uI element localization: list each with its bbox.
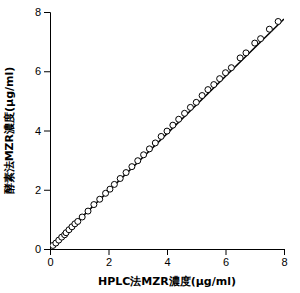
x-axis-tick: 8 xyxy=(281,249,287,268)
point xyxy=(193,99,199,105)
point xyxy=(111,181,117,187)
y-axis-domain xyxy=(44,13,51,250)
x-axis-tick: 6 xyxy=(223,249,229,268)
x-axis-tick-label: 0 xyxy=(47,256,53,268)
point xyxy=(176,116,182,122)
point xyxy=(91,202,97,208)
point xyxy=(205,87,211,93)
x-axis-tick-label: 2 xyxy=(106,256,112,268)
x-axis-tick: 4 xyxy=(164,249,170,268)
point xyxy=(85,208,91,214)
point xyxy=(117,175,123,181)
point xyxy=(266,26,272,32)
point xyxy=(223,70,229,76)
x-axis-tick-mark xyxy=(226,249,227,255)
x-axis-domain xyxy=(51,250,285,256)
point xyxy=(228,65,234,71)
point xyxy=(141,152,147,158)
y-axis-tick-mark xyxy=(44,71,50,72)
point xyxy=(211,82,217,88)
y-axis-tick-label: 2 xyxy=(35,184,41,196)
x-axis-tick-label: 6 xyxy=(223,256,229,268)
point xyxy=(170,122,176,128)
y-axis-tick-mark xyxy=(44,131,50,132)
regression-line xyxy=(50,19,284,248)
x-axis: 0 2 4 6 8 xyxy=(47,249,287,268)
x-axis-title: HPLC法MZR濃度(μg/ml) xyxy=(98,275,236,288)
point xyxy=(199,93,205,99)
y-axis-tick: 4 xyxy=(35,125,50,137)
point xyxy=(152,140,158,146)
y-axis-tick-mark xyxy=(44,190,50,191)
y-axis-title: 酵素法MZR濃度(μg/ml) xyxy=(3,67,16,195)
y-axis-tick-label: 8 xyxy=(35,6,41,18)
point xyxy=(182,110,188,116)
y-axis: 0 2 4 6 8 xyxy=(35,6,51,255)
plot: 0 2 4 6 8 0 2 4 6 8 xyxy=(35,6,288,268)
x-axis-tick-mark xyxy=(284,249,285,255)
point xyxy=(217,76,223,82)
x-axis-tick: 0 xyxy=(47,249,53,268)
x-axis-tick-mark xyxy=(109,249,110,255)
point xyxy=(129,164,135,170)
x-axis-tick-label: 8 xyxy=(281,256,287,268)
point xyxy=(237,55,243,61)
point xyxy=(187,104,193,110)
point xyxy=(158,133,164,139)
y-axis-tick-label: 0 xyxy=(35,243,41,255)
point xyxy=(164,128,170,134)
x-axis-tick-label: 4 xyxy=(164,256,170,268)
y-axis-tick-mark xyxy=(44,12,50,13)
point xyxy=(258,36,264,42)
point xyxy=(135,158,141,164)
y-axis-tick-mark xyxy=(44,249,50,250)
y-axis-tick-label: 4 xyxy=(35,125,41,137)
y-axis-tick-label: 6 xyxy=(35,65,41,77)
marks xyxy=(50,18,284,248)
point xyxy=(79,214,85,220)
points xyxy=(50,18,281,248)
chart: 0 2 4 6 8 0 2 4 6 8 HPLC法MZR濃度(μg/ml) 酵素法MZR濃度(μg/m… xyxy=(0,0,300,293)
point xyxy=(243,50,249,56)
point xyxy=(146,146,152,152)
y-axis-tick: 2 xyxy=(35,184,50,196)
y-axis-tick: 6 xyxy=(35,65,50,77)
point xyxy=(123,170,129,176)
point xyxy=(275,18,281,24)
point xyxy=(252,40,258,46)
y-axis-tick: 0 xyxy=(35,243,50,255)
point xyxy=(97,196,103,202)
x-axis-tick-mark xyxy=(167,249,168,255)
y-axis-tick: 8 xyxy=(35,6,50,18)
x-axis-tick: 2 xyxy=(106,249,112,268)
